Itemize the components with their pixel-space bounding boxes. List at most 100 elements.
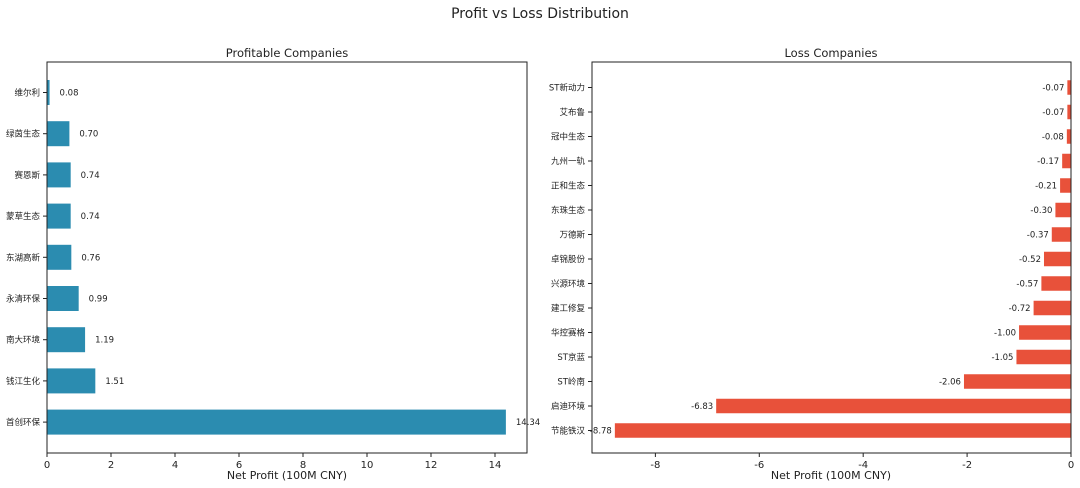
loss-value-label: -2.06 [939,378,961,388]
profit-bar [47,203,71,229]
loss-category-label: 节能铁汉 [551,426,586,437]
profit-bar [47,327,86,353]
profit-value-label: 14.34 [516,418,540,428]
profit-value-label: 0.99 [89,295,108,305]
loss-value-label: -1.00 [994,329,1016,339]
profit-category-label: 南大环境 [6,335,41,346]
profit-value-label: 0.08 [60,89,79,99]
loss-bar [614,423,1071,438]
loss-bar [963,374,1071,389]
loss-category-label: ST岭南 [557,377,585,388]
profit-bar [47,121,70,147]
loss-value-label: -0.07 [1042,84,1064,94]
profit-value-label: 0.74 [81,212,100,222]
profit-bar [47,409,506,435]
profit-value-label: 0.76 [81,253,100,263]
loss-category-label: 万德斯 [559,230,585,241]
profit-category-label: 东湖高新 [6,252,41,263]
profit-x-tick-label: 4 [172,460,178,471]
profit-value-label: 0.70 [79,130,98,140]
loss-category-label: ST京蓝 [557,352,585,363]
loss-x-tick-label: -2 [962,460,972,471]
loss-category-label: 九州一轨 [551,156,586,167]
profit-value-label: 0.74 [81,171,100,181]
loss-plot-frame [591,61,1072,454]
loss-category-label: 兴源环境 [551,279,586,290]
loss-bar [1033,300,1071,316]
loss-bar [1067,80,1071,95]
profit-panel: Profitable Companies 0 2 4 6 8 10 12 14 维尔利绿茵生态… [6,46,540,482]
loss-bar [1016,349,1071,365]
profit-bar [47,244,72,270]
loss-value-label: -1.05 [991,353,1013,363]
profit-x-tick-label: 6 [236,460,242,471]
loss-x-tick-label: 0 [1068,460,1074,471]
profit-category-label: 绿茵生态 [6,129,41,140]
loss-x-tick-label: -8 [650,460,660,471]
profit-bar [47,286,79,311]
loss-bars [614,80,1071,438]
profit-bar [47,162,71,188]
loss-bar [1051,227,1071,242]
loss-value-label: -8.78 [590,427,612,437]
figure-title: Profit vs Loss Distribution [451,6,629,22]
loss-bar [1019,325,1071,340]
profit-panel-title: Profitable Companies [226,46,348,60]
profit-category-label: 维尔利 [14,88,40,99]
loss-x-ticks: -8 -6 -4 -2 0 [650,453,1074,471]
profit-x-tick-label: 8 [300,460,306,471]
loss-value-label: -0.21 [1035,182,1057,192]
loss-value-label: -0.72 [1009,304,1031,314]
loss-bar [1066,129,1071,144]
loss-x-tick-label: -6 [754,460,764,471]
profit-x-ticks: 0 2 4 6 8 10 12 14 [44,453,502,471]
profit-x-tick-label: 2 [108,460,114,471]
loss-value-label: -0.52 [1019,255,1041,265]
loss-bar [1060,178,1071,193]
profit-value-label: 1.19 [95,336,114,346]
loss-category-label: 艾布鲁 [559,107,585,118]
loss-bar [1041,276,1071,291]
loss-value-label: -0.57 [1016,280,1038,290]
loss-bar [1055,202,1071,218]
loss-category-label: ST新动力 [549,83,585,94]
loss-category-label: 建工修复 [551,303,586,314]
profit-category-label: 赛恩斯 [14,170,40,181]
loss-panel-title: Loss Companies [784,46,877,60]
loss-value-labels: -0.07 -0.07 -0.08 -0.17 -0.21 -0.30 -0.37 -0.52… [590,84,1065,437]
profit-bar [47,80,50,105]
profit-value-labels: 0.08 0.70 0.74 0.74 0.76 0.99 1.19 1.51 14.34 [60,89,541,429]
loss-value-label: -0.08 [1042,133,1064,143]
loss-bar [716,398,1071,414]
loss-bar [1043,251,1071,267]
profit-plot-frame [46,61,528,454]
loss-category-labels: ST新动力艾布鲁冠中生态九州一轨正和生态东珠生态万德斯卓锦股份兴源环境建工修复华… [549,83,592,437]
profit-category-label: 永清环保 [6,294,41,305]
loss-category-label: 卓锦股份 [551,254,586,265]
loss-x-tick-label: -4 [858,460,868,471]
loss-panel: Loss Companies -8 -6 -4 -2 0 ST新动力艾布鲁冠中生态九州一… [549,46,1074,482]
profit-value-label: 1.51 [105,377,124,387]
loss-value-label: -0.37 [1027,231,1049,241]
profit-bars [47,80,506,435]
profit-x-tick-label: 14 [489,460,502,471]
loss-value-label: -0.07 [1042,108,1064,118]
profit-bar [47,368,96,394]
loss-category-label: 华控赛格 [551,328,586,339]
loss-value-label: -0.30 [1030,206,1052,216]
profit-x-tick-label: 10 [361,460,374,471]
loss-value-label: -6.83 [691,402,713,412]
profit-x-axis-label: Net Profit (100M CNY) [227,469,347,482]
loss-bar [1062,153,1071,169]
profit-category-label: 蒙草生态 [6,211,41,222]
loss-category-label: 东珠生态 [551,205,586,216]
loss-value-label: -0.17 [1037,157,1059,167]
loss-category-label: 冠中生态 [551,132,586,143]
profit-x-tick-label: 0 [44,460,50,471]
loss-category-label: 启迪环境 [551,401,586,412]
profit-category-label: 首创环保 [6,417,41,428]
profit-x-tick-label: 12 [425,460,438,471]
loss-bar [1067,104,1071,120]
